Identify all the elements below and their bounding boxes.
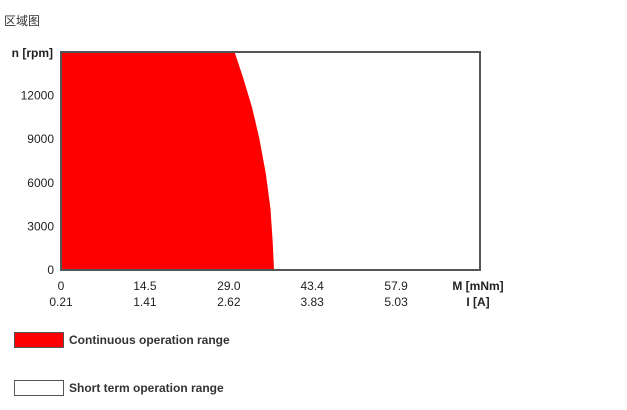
x2-axis-label: I [A]: [466, 295, 489, 309]
legend-item-short-term: Short term operation range: [14, 379, 224, 397]
x-axis-label: M [mNm]: [452, 279, 503, 293]
x-tick-label: 29.0: [217, 279, 241, 293]
page-title: 区域图: [4, 14, 41, 28]
legend-label-continuous: Continuous operation range: [69, 333, 230, 347]
x-tick-label: 57.9: [384, 279, 408, 293]
x-tick-label: 0: [58, 279, 65, 293]
legend-item-continuous: Continuous operation range: [14, 331, 230, 349]
x-tick-label: 43.4: [300, 279, 324, 293]
x2-tick-label: 5.03: [384, 295, 408, 309]
x2-tick-label: 0.21: [49, 295, 73, 309]
x2-tick-label: 1.41: [133, 295, 157, 309]
y-tick-label: 3000: [27, 219, 54, 233]
y-axis-label: n [rpm]: [12, 46, 53, 60]
plot-frame: [60, 51, 481, 271]
y-tick-label: 6000: [27, 176, 54, 190]
y-tick-label: 12000: [21, 89, 55, 103]
y-tick-label: 9000: [27, 132, 54, 146]
legend-label-short-term: Short term operation range: [69, 381, 224, 395]
legend-swatch-short-term: [14, 380, 64, 396]
continuous-operation-area: [61, 52, 274, 270]
y-tick-label: 0: [47, 263, 54, 277]
legend-swatch-continuous: [14, 332, 64, 348]
x2-tick-label: 2.62: [217, 295, 241, 309]
x2-tick-label: 3.83: [300, 295, 324, 309]
operating-range-chart: 0 3000 6000 9000 12000 0 0.21 14.5 1.41 29.0 2.62…: [12, 46, 504, 309]
x-tick-label: 14.5: [133, 279, 157, 293]
